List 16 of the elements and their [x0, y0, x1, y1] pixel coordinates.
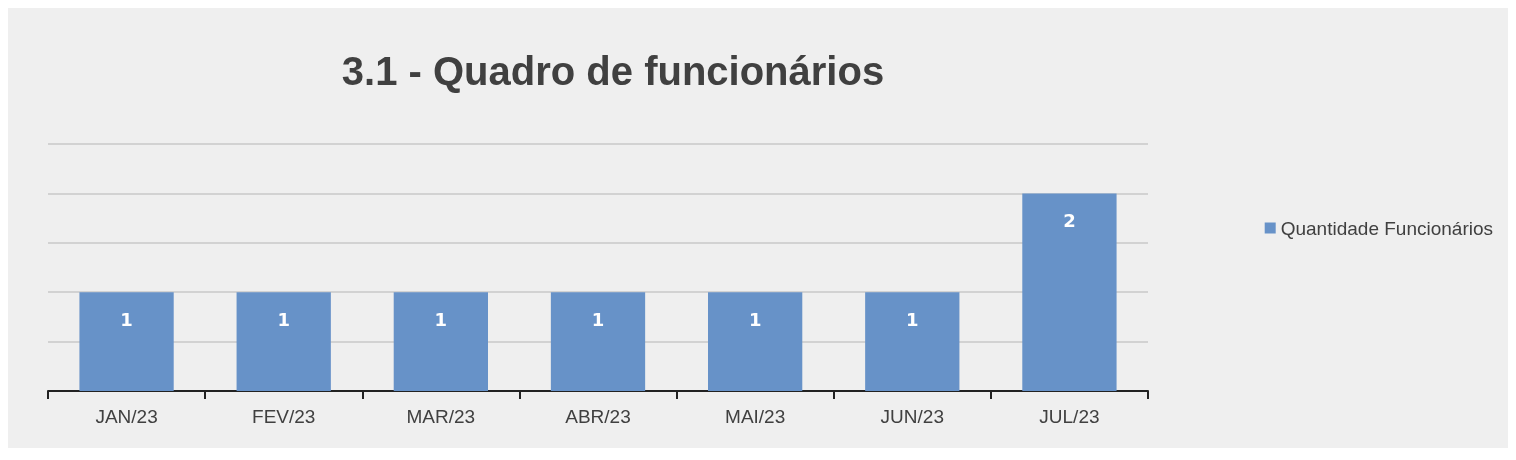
x-tick-label: FEV/23 — [252, 406, 316, 427]
data-label: 2 — [1063, 209, 1076, 231]
data-label: 1 — [748, 308, 762, 330]
x-tick-label: ABR/23 — [565, 406, 631, 427]
chart-title: 3.1 - Quadro de funcionários — [341, 49, 885, 93]
x-tick-label: MAR/23 — [406, 406, 476, 427]
x-tick-label: JAN/23 — [95, 406, 158, 427]
data-label: 1 — [277, 308, 290, 330]
data-label: 1 — [120, 308, 133, 330]
x-tick-label: JUN/23 — [880, 406, 944, 427]
x-tick-label: MAI/23 — [725, 406, 786, 427]
legend-label: Quantidade Funcionários — [1280, 217, 1494, 239]
x-tick-label: JUL/23 — [1039, 406, 1100, 427]
data-label: 1 — [434, 308, 448, 330]
data-label: 1 — [591, 308, 605, 330]
data-label: 1 — [906, 308, 919, 330]
